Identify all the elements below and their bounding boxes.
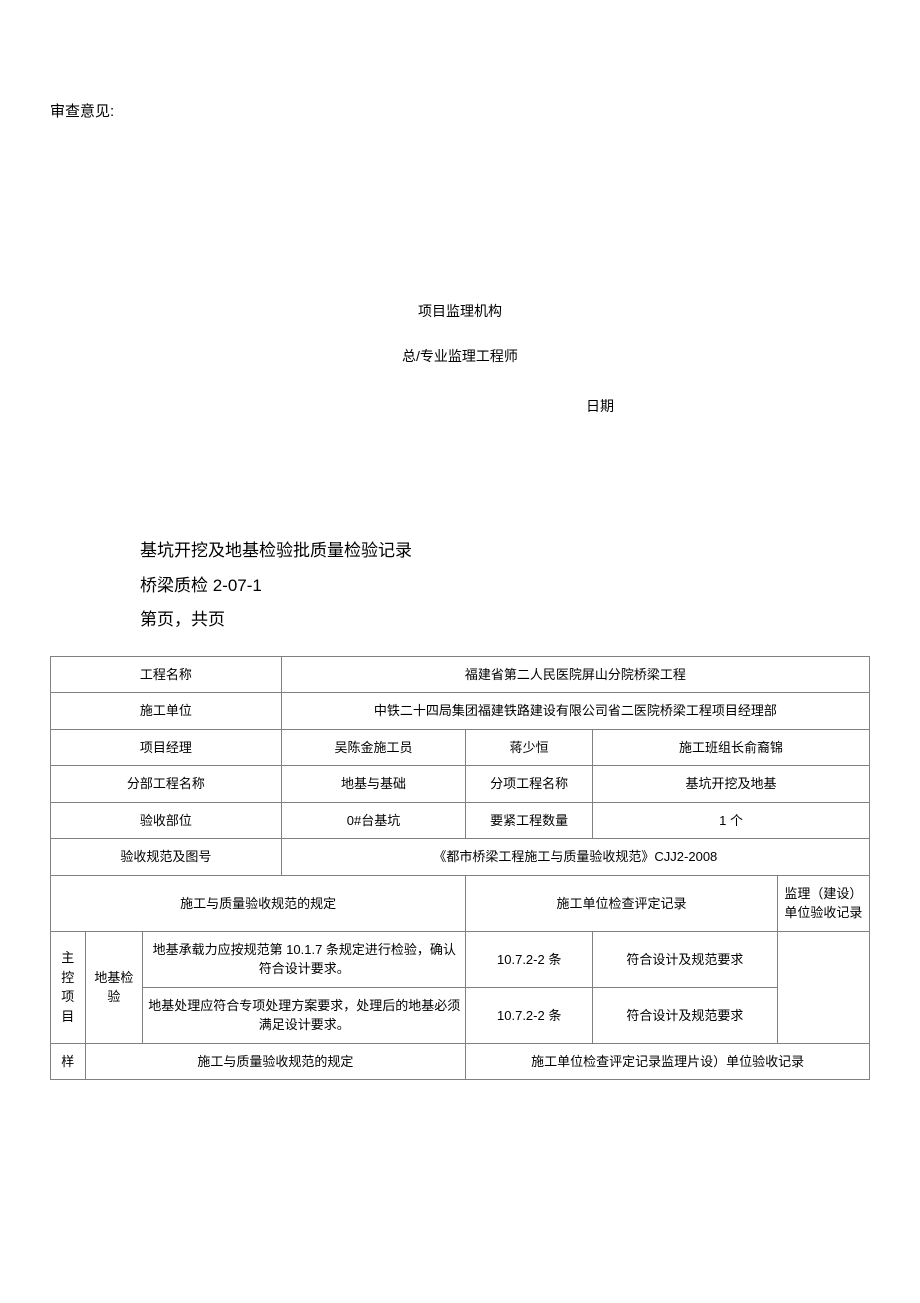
table-row: 主控项目 地基检验 地基承载力应按规范第 10.1.7 条规定进行检验，确认符合…: [51, 931, 870, 987]
cell-contractor-label: 施工单位: [51, 693, 282, 730]
doc-title-3: 第页，共页: [140, 605, 870, 636]
cell-supervise-header: 监理（建设）单位验收记录: [777, 875, 869, 931]
cell-team-leader: 施工班组长俞裔锦: [593, 729, 870, 766]
cell-reg-header-2: 施工与质量验收规范的规定: [85, 1043, 466, 1080]
cell-worker-name: 蒋少恒: [466, 729, 593, 766]
table-row: 工程名称 福建省第二人民医院屏山分院桥梁工程: [51, 656, 870, 693]
cell-sample: 样: [51, 1043, 86, 1080]
table-row: 验收部位 0#台基坑 要紧工程数量 1 个: [51, 802, 870, 839]
review-opinion-label: 审查意见:: [50, 100, 870, 121]
cell-project-name-label: 工程名称: [51, 656, 282, 693]
cell-req-2: 地基处理应符合专项处理方案要求，处理后的地基必须满足设计要求。: [143, 987, 466, 1043]
cell-project-name: 福建省第二人民医院屏山分院桥梁工程: [281, 656, 869, 693]
engineer-label: 总/专业监理工程师: [50, 346, 870, 366]
inspection-table: 工程名称 福建省第二人民医院屏山分院桥梁工程 施工单位 中铁二十四局集团福建铁路…: [50, 656, 870, 1081]
supervision-org: 项目监理机构: [50, 301, 870, 321]
cell-req-1: 地基承载力应按规范第 10.1.7 条规定进行检验，确认符合设计要求。: [143, 931, 466, 987]
cell-reg-header: 施工与质量验收规范的规定: [51, 875, 466, 931]
cell-subproject: 地基与基础: [281, 766, 466, 803]
table-row: 施工与质量验收规范的规定 施工单位检查评定记录 监理（建设）单位验收记录: [51, 875, 870, 931]
table-row: 验收规范及图号 《都市桥梁工程施工与质量验收规范》CJJ2-2008: [51, 839, 870, 876]
cell-item: 基坑开挖及地基: [593, 766, 870, 803]
cell-check-header-2: 施工单位检查评定记录监理片设）单位验收记录: [466, 1043, 870, 1080]
cell-foundation-check: 地基检验: [85, 931, 143, 1043]
cell-pm-label: 项目经理: [51, 729, 282, 766]
doc-title-1: 基坑开挖及地基检验批质量检验记录: [140, 536, 870, 567]
table-row: 项目经理 吴陈金施工员 蒋少恒 施工班组长俞裔锦: [51, 729, 870, 766]
cell-pm-name: 吴陈金施工员: [281, 729, 466, 766]
cell-spec: 《都市桥梁工程施工与质量验收规范》CJJ2-2008: [281, 839, 869, 876]
cell-supervise-empty: [777, 931, 869, 1043]
cell-subproject-label: 分部工程名称: [51, 766, 282, 803]
date-label: 日期: [50, 396, 870, 416]
cell-clause-2: 10.7.2-2 条: [466, 987, 593, 1043]
cell-result-2: 符合设计及规范要求: [593, 987, 778, 1043]
cell-main-control: 主控项目: [51, 931, 86, 1043]
table-row: 样 施工与质量验收规范的规定 施工单位检查评定记录监理片设）单位验收记录: [51, 1043, 870, 1080]
cell-check-header: 施工单位检查评定记录: [466, 875, 777, 931]
cell-qty-label: 要紧工程数量: [466, 802, 593, 839]
cell-qty: 1 个: [593, 802, 870, 839]
cell-contractor: 中铁二十四局集团福建铁路建设有限公司省二医院桥梁工程项目经理部: [281, 693, 869, 730]
table-row: 分部工程名称 地基与基础 分项工程名称 基坑开挖及地基: [51, 766, 870, 803]
cell-clause-1: 10.7.2-2 条: [466, 931, 593, 987]
cell-item-label: 分项工程名称: [466, 766, 593, 803]
cell-result-1: 符合设计及规范要求: [593, 931, 778, 987]
cell-spec-label: 验收规范及图号: [51, 839, 282, 876]
table-row: 地基处理应符合专项处理方案要求，处理后的地基必须满足设计要求。 10.7.2-2…: [51, 987, 870, 1043]
doc-title-2: 桥梁质检 2-07-1: [140, 571, 870, 602]
cell-location-label: 验收部位: [51, 802, 282, 839]
cell-location: 0#台基坑: [281, 802, 466, 839]
table-row: 施工单位 中铁二十四局集团福建铁路建设有限公司省二医院桥梁工程项目经理部: [51, 693, 870, 730]
